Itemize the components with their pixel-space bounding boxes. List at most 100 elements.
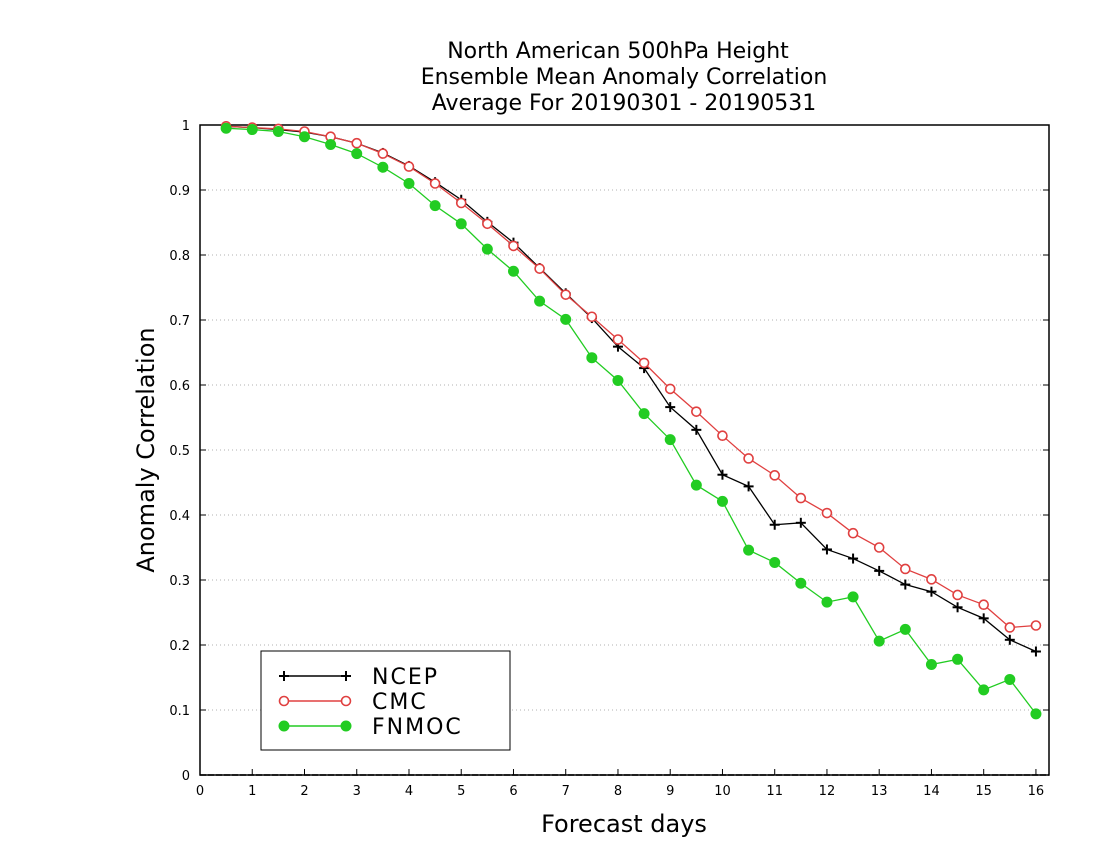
- y-tick-label: 0.9: [169, 184, 190, 199]
- legend-marker-ncep: [341, 671, 351, 681]
- data-point-fnmoc: [507, 265, 519, 277]
- data-point-ncep: [848, 553, 859, 564]
- x-tick-label: 6: [509, 784, 517, 799]
- data-point-cmc: [429, 178, 441, 189]
- data-point-cmc: [691, 406, 702, 417]
- data-point-cmc: [612, 334, 624, 345]
- x-tick-label: 8: [614, 784, 622, 799]
- x-tick-label: 2: [300, 784, 308, 799]
- gridlines: [200, 189, 1049, 711]
- data-point-cmc: [664, 383, 676, 395]
- x-tick-label: 0: [196, 784, 204, 799]
- data-point-fnmoc: [795, 577, 807, 589]
- x-tick-label: 14: [923, 784, 940, 799]
- data-point-cmc: [351, 137, 363, 149]
- data-point-cmc: [403, 161, 415, 172]
- series-fnmoc: [220, 122, 1042, 720]
- data-point-fnmoc: [560, 313, 572, 325]
- legend-marker-cmc: [340, 695, 352, 707]
- data-point-cmc: [455, 197, 467, 209]
- y-tick-label: 0.3: [169, 574, 190, 589]
- chart-title-line-2: Ensemble Mean Anomaly Correlation: [421, 65, 828, 90]
- x-tick-label: 11: [766, 784, 783, 799]
- data-point-cmc: [978, 599, 989, 611]
- data-point-ncep: [717, 469, 728, 480]
- x-tick-label: 1: [248, 784, 256, 799]
- data-point-ncep: [1030, 646, 1041, 657]
- data-point-ncep: [978, 613, 989, 624]
- data-point-cmc: [638, 357, 650, 369]
- x-tick-label: 3: [353, 784, 361, 799]
- data-point-fnmoc: [403, 178, 415, 189]
- series-ncep: [221, 121, 1041, 657]
- data-point-cmc: [717, 430, 728, 442]
- x-tick-label: 4: [405, 784, 413, 799]
- data-point-fnmoc: [925, 659, 937, 670]
- legend-item-fnmoc: FNMOC: [278, 715, 461, 740]
- data-point-fnmoc: [664, 434, 676, 446]
- data-point-ncep: [926, 586, 937, 597]
- data-point-fnmoc: [586, 352, 598, 364]
- data-point-ncep: [952, 602, 963, 613]
- data-point-ncep: [743, 481, 754, 492]
- y-tick-label: 0.1: [169, 704, 190, 719]
- legend-item-cmc: CMC: [278, 690, 426, 715]
- data-point-fnmoc: [743, 544, 755, 556]
- y-tick-label: 0.6: [169, 379, 190, 394]
- legend-item-ncep: NCEP: [279, 665, 439, 690]
- y-tick-label: 0: [182, 769, 190, 784]
- data-point-cmc: [508, 240, 519, 252]
- data-point-cmc: [534, 263, 545, 274]
- data-point-fnmoc: [429, 200, 441, 212]
- data-point-ncep: [665, 402, 676, 413]
- data-point-cmc: [821, 507, 833, 519]
- data-point-cmc: [586, 311, 598, 323]
- x-axis-label: Forecast days: [541, 810, 707, 838]
- x-tick-label: 15: [975, 784, 992, 799]
- x-tick-label: 13: [871, 784, 888, 799]
- y-tick-label: 0.2: [169, 639, 190, 654]
- data-point-fnmoc: [481, 243, 493, 255]
- data-point-fnmoc: [220, 122, 232, 134]
- data-point-fnmoc: [899, 623, 911, 635]
- data-point-fnmoc: [978, 684, 990, 696]
- x-tick-label: 9: [666, 784, 674, 799]
- data-point-fnmoc: [272, 126, 284, 137]
- data-point-fnmoc: [952, 653, 964, 665]
- data-point-fnmoc: [377, 161, 389, 173]
- data-point-fnmoc: [455, 218, 467, 230]
- data-point-fnmoc: [612, 374, 624, 386]
- y-tick-label: 0.5: [169, 444, 190, 459]
- data-point-fnmoc: [638, 408, 650, 420]
- y-tick-label: 0.4: [169, 509, 190, 524]
- data-point-fnmoc: [690, 479, 702, 491]
- data-point-cmc: [952, 589, 963, 601]
- data-point-ncep: [821, 544, 832, 555]
- data-point-fnmoc: [821, 596, 833, 608]
- y-axis-label: Anomaly Correlation: [132, 327, 160, 572]
- data-point-fnmoc: [769, 556, 781, 568]
- data-point-fnmoc: [246, 124, 258, 136]
- data-point-fnmoc: [873, 635, 885, 647]
- data-point-cmc: [1030, 620, 1042, 631]
- x-tick-label: 16: [1028, 784, 1045, 799]
- data-point-ncep: [900, 579, 911, 590]
- series-line-cmc: [226, 125, 1036, 629]
- data-point-fnmoc: [847, 591, 859, 603]
- x-tick-label: 12: [819, 784, 836, 799]
- chart-title: North American 500hPa Height Ensemble Me…: [421, 39, 828, 116]
- data-point-cmc: [377, 148, 389, 159]
- y-axis: 0 0.1 0.2 0.3 0.4 0.5 0.6 0.7 0.8 0.9 1: [169, 119, 1049, 784]
- data-point-cmc: [900, 563, 911, 575]
- data-point-ncep: [795, 517, 806, 528]
- legend-label-ncep: NCEP: [372, 665, 439, 690]
- y-tick-label: 1: [182, 119, 190, 134]
- legend-marker-fnmoc: [340, 720, 352, 732]
- series-cmc: [220, 121, 1042, 633]
- chart-title-line-3: Average For 20190301 - 20190531: [432, 91, 817, 116]
- data-point-fnmoc: [1030, 708, 1042, 720]
- y-tick-label: 0.8: [169, 249, 190, 264]
- series-line-fnmoc: [226, 127, 1037, 715]
